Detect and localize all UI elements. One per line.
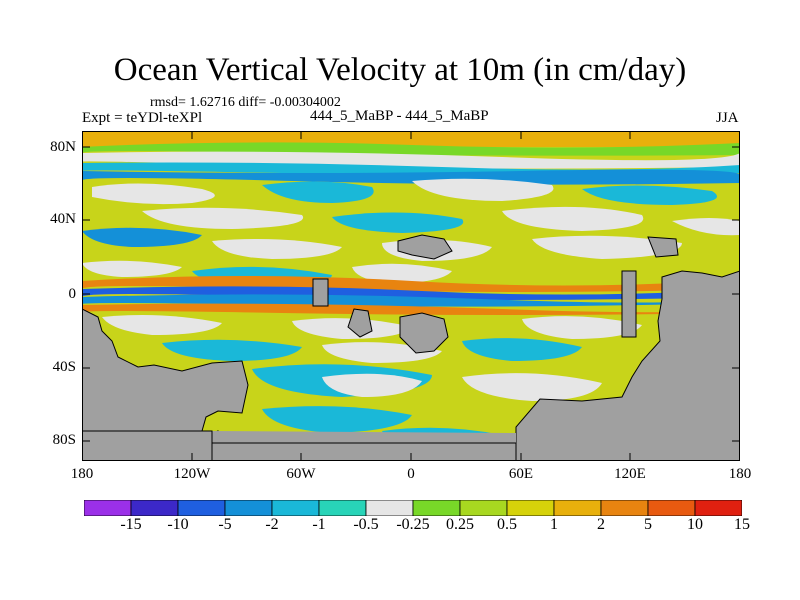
colorbar-label: 5 — [644, 516, 652, 533]
colorbar-label: 0.5 — [497, 516, 517, 533]
island-a — [347, 308, 373, 338]
colorbar-swatch-13 — [694, 500, 742, 516]
colorbar-swatch-4 — [271, 500, 320, 516]
colorbar-label: 1 — [550, 516, 558, 533]
colorbar-swatch-5 — [318, 500, 367, 516]
colorbar-swatch-11 — [600, 500, 649, 516]
southern-continent — [211, 442, 517, 461]
colorbar-label: -10 — [167, 516, 189, 533]
lat-tick-80s: 80S — [52, 432, 76, 448]
colorbar — [84, 500, 742, 516]
island-b — [399, 312, 449, 354]
colorbar-swatch-12 — [647, 500, 696, 516]
lon-tick-60e: 60E — [508, 466, 534, 482]
colorbar-swatch-1 — [130, 500, 179, 516]
lat-tick-40s: 40S — [52, 359, 76, 375]
colorbar-swatch-9 — [506, 500, 555, 516]
colorbar-swatch-10 — [553, 500, 602, 516]
colorbar-label: 2 — [597, 516, 605, 533]
equatorial-orange-band-n — [82, 276, 740, 292]
southern-continent-west — [82, 430, 213, 461]
colorbar-swatch-6 — [365, 500, 414, 516]
equatorial-blue-band — [82, 286, 740, 300]
colorbar-label: -2 — [265, 516, 279, 533]
colorbar-label: 15 — [734, 516, 750, 533]
eastern-island — [647, 236, 679, 258]
colorbar-swatch-7 — [412, 500, 461, 516]
colorbar-swatch-0 — [84, 500, 132, 516]
colorbar-label: -5 — [218, 516, 232, 533]
colorbar-swatch-2 — [177, 500, 226, 516]
colorbar-label: -1 — [312, 516, 326, 533]
axis-ticks — [82, 131, 740, 461]
lon-tick-180w: 180 — [70, 466, 94, 482]
velocity-map — [82, 131, 740, 461]
colorbar-label: 0.25 — [446, 516, 474, 533]
colorbar-swatch-8 — [459, 500, 508, 516]
colorbar-label: 10 — [687, 516, 703, 533]
colorbar-label: -15 — [120, 516, 142, 533]
southern-white-region — [462, 373, 602, 401]
colorbar-label: -0.25 — [396, 516, 430, 533]
rmsd-diff-stats: rmsd= 1.62716 diff= -0.00304002 — [150, 95, 341, 110]
lon-tick-120w: 120W — [173, 466, 211, 482]
lat-tick-40n: 40N — [50, 211, 76, 227]
northern-island — [397, 234, 453, 260]
equatorial-orange-band-s — [82, 303, 740, 315]
lon-tick-120e: 120E — [614, 466, 646, 482]
small-island-center — [312, 278, 329, 307]
colorbar-swatch-3 — [224, 500, 273, 516]
land-masses — [82, 234, 740, 461]
east-continent — [515, 270, 740, 461]
experiment-label: Expt = teYDl-teXPl — [82, 110, 203, 126]
case-names: 444_5_MaBP - 444_5_MaBP — [310, 108, 489, 124]
lon-tick-0: 0 — [407, 466, 415, 482]
lat-tick-80n: 80N — [50, 139, 76, 155]
lon-tick-60w: 60W — [286, 466, 316, 482]
colorbar-label: -0.5 — [353, 516, 379, 533]
lat-tick-0: 0 — [68, 286, 77, 302]
season-label: JJA — [716, 110, 739, 126]
chart-title: Ocean Vertical Velocity at 10m (in cm/da… — [113, 52, 687, 88]
lon-tick-180e: 180 — [728, 466, 752, 482]
eastern-strip — [621, 270, 637, 338]
